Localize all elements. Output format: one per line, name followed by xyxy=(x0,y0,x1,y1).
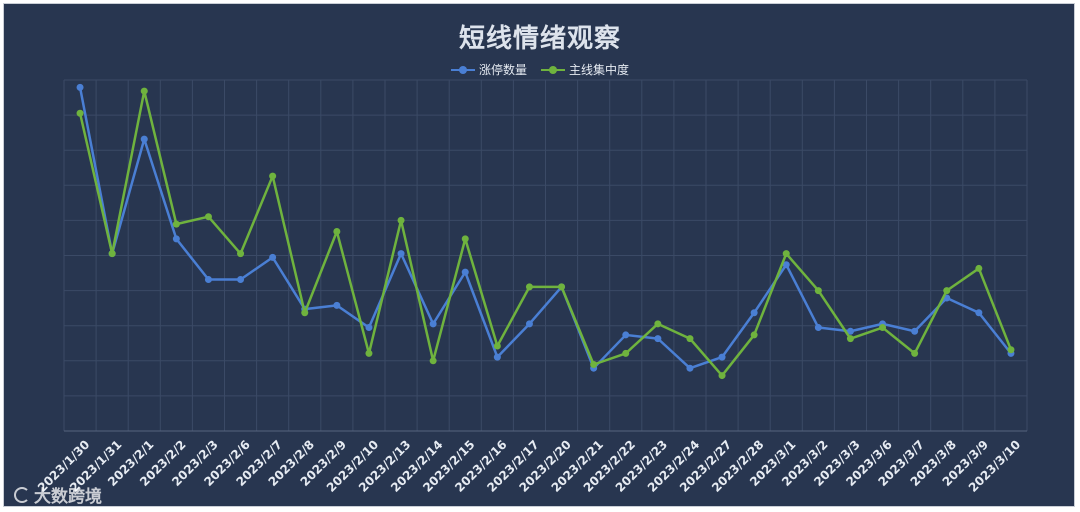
chart-title: 短线情绪观察 xyxy=(458,24,621,54)
data-point-series-2 xyxy=(461,235,469,243)
series-line-2 xyxy=(78,89,1013,377)
watermark: 大数跨境 xyxy=(14,482,102,507)
data-point-series-2 xyxy=(429,357,437,365)
legend-item-series-2[interactable]: 主线集中度 xyxy=(541,61,629,78)
data-point-series-1 xyxy=(204,276,212,284)
legend-item-series-1[interactable]: 涨停数量 xyxy=(450,61,527,78)
data-point-series-1 xyxy=(525,320,533,328)
data-point-series-1 xyxy=(911,327,919,335)
data-point-series-1 xyxy=(237,276,245,284)
data-point-series-2 xyxy=(140,87,148,95)
data-point-series-2 xyxy=(654,320,662,328)
data-point-series-1 xyxy=(846,327,854,335)
data-point-series-1 xyxy=(654,335,662,343)
data-point-series-2 xyxy=(879,324,887,332)
data-point-series-1 xyxy=(429,320,437,328)
data-point-series-1 xyxy=(814,324,822,332)
data-point-series-2 xyxy=(558,283,566,291)
data-point-series-2 xyxy=(718,372,726,380)
data-point-series-2 xyxy=(301,309,309,317)
data-point-series-2 xyxy=(269,172,277,180)
data-point-series-2 xyxy=(846,335,854,343)
data-point-series-2 xyxy=(525,283,533,291)
data-point-series-1 xyxy=(782,261,790,269)
data-point-series-1 xyxy=(622,331,630,339)
legend-swatch-series-2 xyxy=(541,64,565,76)
data-point-series-1 xyxy=(333,301,341,309)
data-point-series-2 xyxy=(814,287,822,295)
data-point-series-1 xyxy=(269,253,277,261)
legend-label-series-2: 主线集中度 xyxy=(569,63,630,77)
data-point-series-1 xyxy=(493,353,501,361)
data-point-series-1 xyxy=(365,324,373,332)
data-point-series-1 xyxy=(718,353,726,361)
data-point-series-2 xyxy=(1007,346,1015,354)
data-point-series-2 xyxy=(333,227,341,235)
chart-panel: 2023/1/30 2023/1/31 2023/2/1 2023/2/2 2023/2… xyxy=(3,3,1075,507)
legend-swatch-series-1 xyxy=(450,64,475,76)
data-point-series-1 xyxy=(140,135,148,143)
series-line-1 xyxy=(78,87,1012,370)
data-point-series-2 xyxy=(750,331,758,339)
line-chart: 2023/1/302023/1/312023/2/12023/2/22023/2… xyxy=(35,79,1028,495)
data-point-series-2 xyxy=(172,220,180,228)
data-point-series-2 xyxy=(237,250,245,258)
data-point-series-2 xyxy=(108,250,116,258)
data-point-series-2 xyxy=(975,264,983,272)
data-point-series-2 xyxy=(686,335,694,343)
data-point-series-2 xyxy=(204,213,212,221)
data-point-series-2 xyxy=(943,287,951,295)
data-point-series-2 xyxy=(590,360,598,368)
legend-label-series-1: 涨停数量 xyxy=(478,63,527,77)
data-point-series-2 xyxy=(911,349,919,357)
data-point-series-1 xyxy=(750,309,758,317)
watermark-text: 大数跨境 xyxy=(34,487,102,507)
data-point-series-1 xyxy=(76,83,84,91)
data-point-series-2 xyxy=(493,342,501,350)
data-point-series-2 xyxy=(622,349,630,357)
data-point-series-2 xyxy=(76,109,84,117)
legend: 涨停数量 主线集中度 xyxy=(4,61,1076,78)
data-point-series-1 xyxy=(686,364,694,372)
data-point-series-2 xyxy=(782,250,790,258)
data-point-series-1 xyxy=(397,250,405,258)
data-point-series-2 xyxy=(397,216,405,224)
data-point-series-1 xyxy=(461,268,469,276)
data-point-series-1 xyxy=(172,235,180,243)
data-point-series-2 xyxy=(365,349,373,357)
brand-logo-icon xyxy=(14,486,30,503)
data-point-series-1 xyxy=(975,309,983,317)
